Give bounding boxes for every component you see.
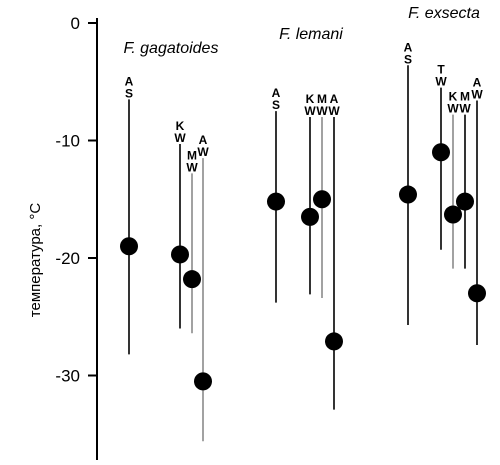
group-title-lemani: F. lemani xyxy=(279,26,343,43)
code-label-top: T xyxy=(437,63,445,77)
code-label-top: A xyxy=(272,86,281,100)
y-tick-label: -30 xyxy=(55,367,80,386)
code-label-top: M xyxy=(460,90,470,104)
code-label-bottom: S xyxy=(125,86,133,100)
code-label-bottom: W xyxy=(435,75,447,89)
code-label-bottom: W xyxy=(197,145,209,159)
code-label-bottom: W xyxy=(174,131,186,145)
code-label-bottom: W xyxy=(186,160,198,174)
code-label-bottom: W xyxy=(304,104,316,118)
group-title-exsecta: F. exsecta xyxy=(408,5,480,22)
code-label-bottom: W xyxy=(459,102,471,116)
data-point xyxy=(456,192,474,211)
y-axis-label: температура, °C xyxy=(27,203,44,318)
code-label-top: A xyxy=(404,40,413,54)
data-point xyxy=(301,207,319,226)
group-title-gagatoides: F. gagatoides xyxy=(124,40,219,57)
data-point xyxy=(468,284,486,303)
code-label-bottom: S xyxy=(404,52,412,66)
code-label-bottom: W xyxy=(471,88,483,102)
data-point xyxy=(267,192,285,211)
code-label-top: K xyxy=(176,119,185,133)
data-point xyxy=(183,270,201,289)
y-tick-label: 0 xyxy=(71,14,80,33)
data-point xyxy=(432,143,450,162)
code-label-bottom: W xyxy=(316,104,328,118)
code-label-top: M xyxy=(187,148,197,162)
code-label-top: A xyxy=(330,92,339,106)
code-label-top: M xyxy=(317,92,327,106)
data-point xyxy=(399,185,417,204)
data-point xyxy=(444,205,462,224)
code-label-bottom: W xyxy=(328,104,340,118)
data-point xyxy=(313,190,331,209)
code-label-top: K xyxy=(306,92,315,106)
y-tick-label: -10 xyxy=(55,132,80,151)
data-point xyxy=(325,332,343,351)
code-label-bottom: S xyxy=(272,98,280,112)
code-label-top: A xyxy=(199,133,208,147)
code-label-bottom: W xyxy=(447,102,459,116)
data-point xyxy=(194,372,212,391)
data-point xyxy=(171,245,189,264)
code-label-top: K xyxy=(449,90,458,104)
code-label-top: A xyxy=(473,76,482,90)
code-label-top: A xyxy=(125,74,134,88)
y-axis: 0 -10 -20 -30 xyxy=(55,14,98,460)
data-point xyxy=(120,237,138,256)
y-tick-label: -20 xyxy=(55,249,80,268)
